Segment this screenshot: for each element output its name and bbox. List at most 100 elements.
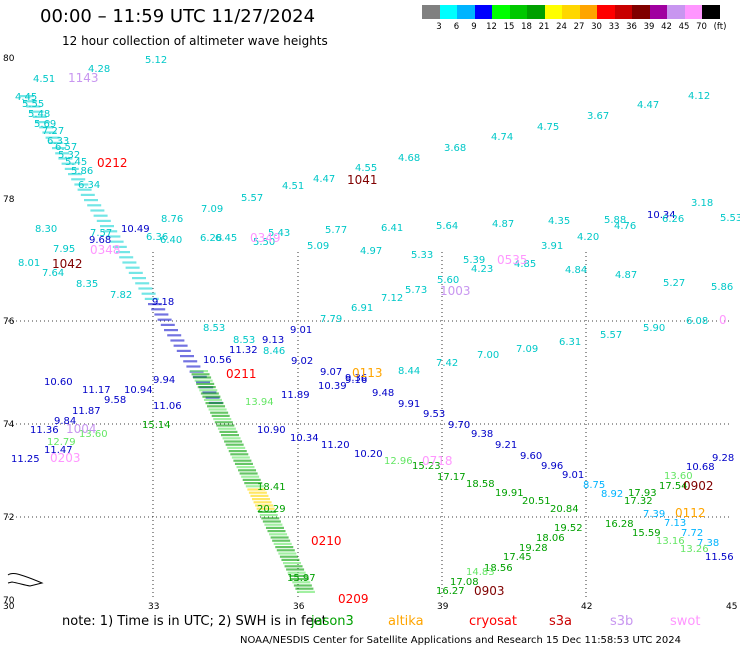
wave-height-value: 4.74 xyxy=(491,132,513,143)
lat-label: 72 xyxy=(3,513,14,523)
swath-mark xyxy=(236,466,255,469)
swath-mark xyxy=(167,334,182,337)
pass-id-label: 0211 xyxy=(226,367,257,381)
legend-label: 9 xyxy=(471,22,477,32)
swath-mark xyxy=(154,313,169,316)
wave-height-value: 5.45 xyxy=(65,157,87,168)
swath-mark xyxy=(103,230,118,233)
lon-label: 45 xyxy=(726,602,737,612)
swath-mark xyxy=(80,193,95,196)
swath-mark xyxy=(228,450,247,453)
lon-label: 42 xyxy=(581,602,592,612)
swath-mark xyxy=(293,584,312,587)
lon-label: 39 xyxy=(437,602,449,612)
pass-id-label: 1003 xyxy=(440,284,471,298)
swath-mark xyxy=(58,157,73,160)
swath-mark xyxy=(193,376,212,379)
swath-mark xyxy=(247,488,266,491)
wave-height-value: 9.21 xyxy=(495,440,517,451)
wave-height-value: 5.12 xyxy=(145,55,167,66)
wave-height-value: 5.90 xyxy=(643,323,665,334)
wave-height-value: 4.68 xyxy=(398,153,420,164)
legend-label: 12 xyxy=(486,22,497,32)
wave-height-value: 9.60 xyxy=(520,451,542,462)
legend-label: 39 xyxy=(643,22,655,32)
swath-mark xyxy=(186,365,201,368)
swath-mark xyxy=(135,282,150,285)
map-title: 00:00 – 11:59 UTC 11/27/2024 xyxy=(40,6,316,27)
wave-height-value: 5.39 xyxy=(463,255,485,266)
swath-mark xyxy=(286,568,305,571)
wave-height-value: 7.13 xyxy=(664,518,686,529)
swath-mark xyxy=(248,491,267,494)
legend-swatch xyxy=(422,5,440,19)
wave-height-value: 17.54 xyxy=(659,481,688,492)
swath-mark xyxy=(164,329,178,332)
swath-mark xyxy=(100,225,114,228)
wave-height-value: 5.86 xyxy=(711,282,733,293)
swath-mark xyxy=(109,240,124,243)
wave-height-value: 9.01 xyxy=(290,325,312,336)
wave-height-value: 11.89 xyxy=(281,390,310,401)
wave-height-value: 4.45 xyxy=(15,92,37,103)
wave-height-value: 11.56 xyxy=(705,552,734,563)
swath-mark xyxy=(151,308,166,311)
swath-mark xyxy=(68,173,82,176)
wave-height-value: 7.57 xyxy=(90,228,112,239)
wave-height-value: 7.39 xyxy=(643,509,665,520)
swath-mark xyxy=(221,434,239,437)
swath-mark xyxy=(275,546,294,549)
wave-height-value: 10.34 xyxy=(647,210,676,221)
swath-mark xyxy=(48,141,63,144)
swath-mark xyxy=(128,271,143,274)
swath-mark xyxy=(176,349,191,352)
wave-height-value: 6.57 xyxy=(55,142,77,153)
wave-height-value: 3.18 xyxy=(691,198,713,209)
wave-height-value: 16.28 xyxy=(605,519,634,530)
wave-height-value: 11.25 xyxy=(11,454,40,465)
swath-mark xyxy=(211,414,230,417)
wave-height-value: 20.51 xyxy=(522,496,551,507)
satellite-name-s3a: s3a xyxy=(549,614,573,629)
legend-label: 45 xyxy=(678,22,690,32)
legend-swatch xyxy=(632,5,650,19)
wave-height-value: 6.31 xyxy=(559,337,581,348)
swath-mark xyxy=(264,523,283,526)
swath-mark xyxy=(238,469,257,472)
wave-height-value: 17.17 xyxy=(437,472,466,483)
wave-height-value: 4.76 xyxy=(614,221,636,232)
legend-label: 42 xyxy=(661,22,672,32)
wave-height-value: 10.68 xyxy=(686,462,715,473)
wave-height-value: 9.28 xyxy=(712,453,734,464)
wave-height-value: 6.08 xyxy=(686,316,708,327)
wave-height-value: 5.32 xyxy=(58,150,80,161)
wave-height-value: 3.68 xyxy=(444,143,466,154)
legend-swatch xyxy=(544,5,562,19)
swath-mark xyxy=(119,256,134,259)
wave-height-value: 6.41 xyxy=(381,223,403,234)
swath-mark xyxy=(87,204,102,207)
pass-id-label: 0203 xyxy=(50,451,81,465)
wave-height-value: 15.97 xyxy=(287,573,316,584)
wave-height-value: 6.45 xyxy=(215,233,237,244)
wave-height-value: 9.38 xyxy=(471,429,493,440)
lon-label: 36 xyxy=(293,602,305,612)
swath-mark xyxy=(222,437,241,440)
lat-lon-grid xyxy=(8,252,732,600)
wave-height-value: 15.23 xyxy=(412,461,441,472)
wave-height-value: 15.59 xyxy=(632,528,661,539)
legend-label: 18 xyxy=(521,22,532,32)
swath-mark xyxy=(239,472,258,475)
pass-id-label: 0113 xyxy=(352,366,383,380)
wave-height-value: 4.51 xyxy=(33,74,55,85)
swath-mark xyxy=(112,245,127,248)
swath-mark xyxy=(250,494,269,497)
wave-height-value: 11.32 xyxy=(229,345,258,356)
legend-swatch xyxy=(457,5,475,19)
swath-mark xyxy=(245,485,264,488)
swath-mark xyxy=(90,209,105,212)
swath-mark xyxy=(42,131,57,134)
pass-id-label: 0718 xyxy=(422,454,453,468)
swath-mark xyxy=(170,339,185,342)
wave-height-value: 5.57 xyxy=(241,193,263,204)
